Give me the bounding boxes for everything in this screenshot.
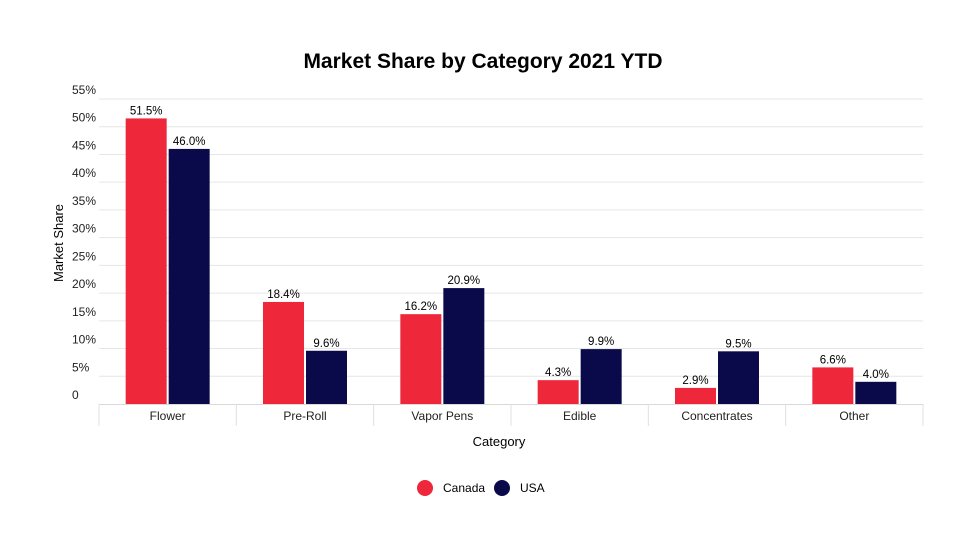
data-label: 20.9% [448,275,481,287]
data-label: 9.9% [588,336,614,348]
legend: Canada USA [417,480,545,496]
data-label: 9.6% [313,338,339,350]
x-tick-label: Flower [150,409,186,423]
x-axis: Flower Pre-Roll Vapor Pens Edible Concentrat… [98,404,924,426]
y-tick-label: 10% [72,333,96,347]
bar-usa-edible [580,349,622,404]
x-axis-label: Category [473,434,526,449]
bar-canada-concentrates [675,387,716,404]
x-tick-label: Pre-Roll [283,409,326,423]
legend-label-usa: USA [520,481,545,495]
bar-canada-edible [537,380,579,404]
bar-canada-flower [125,118,167,404]
chart-title: Market Share by Category 2021 YTD [303,50,662,73]
legend-marker-usa [494,480,510,496]
data-labels: 51.5% 46.0% 18.4% 9.6% 16.2% 20.9% 4.3% 9.9% 2.9… [130,105,889,387]
bar-usa-pre-roll [306,350,347,404]
bar-canada-vapor-pens [400,314,442,404]
data-label: 6.6% [820,354,846,366]
bar-canada-pre-roll [263,301,304,404]
x-tick-label: Vapor Pens [411,409,473,423]
bar-usa-flower [168,148,210,404]
y-tick-label: 40% [72,166,96,180]
legend-label-canada: Canada [443,481,485,495]
data-label: 4.3% [545,367,571,379]
data-label: 4.0% [863,369,889,381]
data-label: 16.2% [405,301,438,313]
y-tick-label: 15% [72,305,96,319]
data-label: 51.5% [130,105,163,117]
data-label: 18.4% [267,289,300,301]
x-tick-label: Other [839,409,869,423]
bar-usa-vapor-pens [443,288,485,404]
y-tick-label: 30% [72,222,96,236]
y-tick-label: 5% [72,360,90,374]
x-tick-label: Concentrates [681,409,752,423]
bars [125,118,897,404]
x-tick-label: Edible [563,409,597,423]
legend-marker-canada [417,480,433,496]
y-axis-ticks: 0 5% 10% 15% 20% 25% 30% 35% 40% 45% 50% 55% [72,83,96,402]
y-tick-label: 25% [72,249,96,263]
y-tick-label: 45% [72,138,96,152]
y-tick-label: 35% [72,194,96,208]
bar-usa-other [855,381,897,404]
data-label: 2.9% [682,375,708,387]
gridlines [99,98,923,377]
bar-canada-other [812,367,854,404]
data-label: 9.5% [725,338,751,350]
y-tick-label: 50% [72,111,96,125]
y-tick-label: 0 [72,388,79,402]
y-tick-label: 20% [72,277,96,291]
bar-usa-concentrates [718,351,759,404]
y-axis-label: Market Share [51,204,66,282]
data-label: 46.0% [173,136,206,148]
y-tick-label: 55% [72,83,96,97]
